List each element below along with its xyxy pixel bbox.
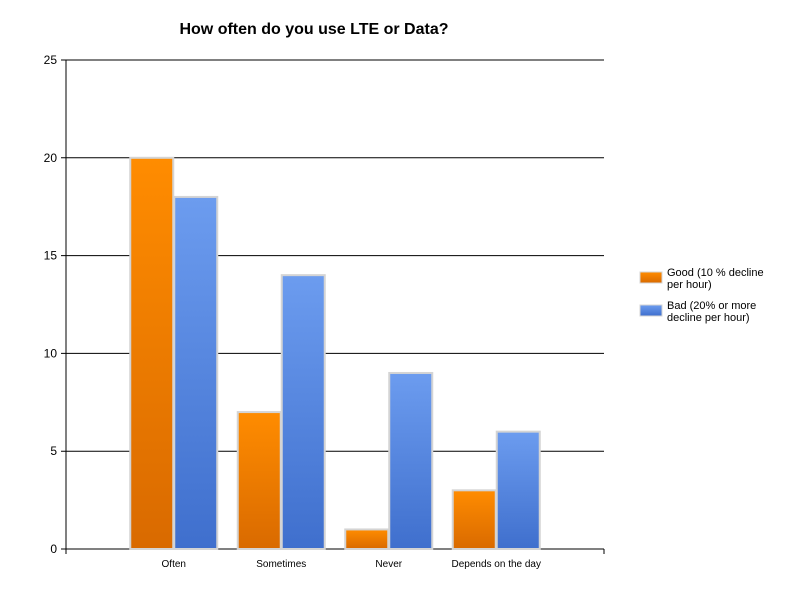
x-tick-label: Sometimes (256, 559, 306, 570)
legend-swatch-good (639, 271, 663, 284)
x-axis-labels: Often Sometimes Never Depends on the day (162, 559, 541, 570)
x-tick-label: Never (375, 559, 402, 570)
bar-good-0 (129, 156, 175, 551)
y-tick-label: 20 (44, 151, 58, 165)
legend-swatch-bad (639, 304, 663, 317)
bar-good-2 (344, 528, 390, 551)
y-tick-label: 25 (44, 53, 58, 67)
legend-label-bad: Bad (20% or more decline per hour) (667, 300, 756, 324)
legend-label-good: Good (10 % decline per hour) (667, 267, 764, 291)
bar-good-1 (236, 411, 282, 550)
bar-good-3 (451, 489, 497, 551)
bar-bad-2 (388, 371, 434, 550)
y-axis-labels: 0 5 10 15 20 25 (44, 53, 58, 556)
bar-bad-0 (173, 195, 219, 550)
bar-bad-1 (280, 274, 326, 550)
y-tick-label: 10 (44, 346, 58, 360)
x-tick-label: Often (162, 559, 186, 570)
x-tick-label: Depends on the day (451, 559, 541, 570)
y-tick-label: 15 (44, 249, 58, 263)
y-tick-label: 0 (50, 542, 57, 556)
chart-title: How often do you use LTE or Data? (179, 21, 448, 38)
bars (129, 156, 541, 551)
legend: Good (10 % decline per hour) Bad (20% or m… (639, 267, 764, 324)
bar-bad-3 (495, 430, 541, 551)
y-tick-label: 5 (50, 444, 57, 458)
